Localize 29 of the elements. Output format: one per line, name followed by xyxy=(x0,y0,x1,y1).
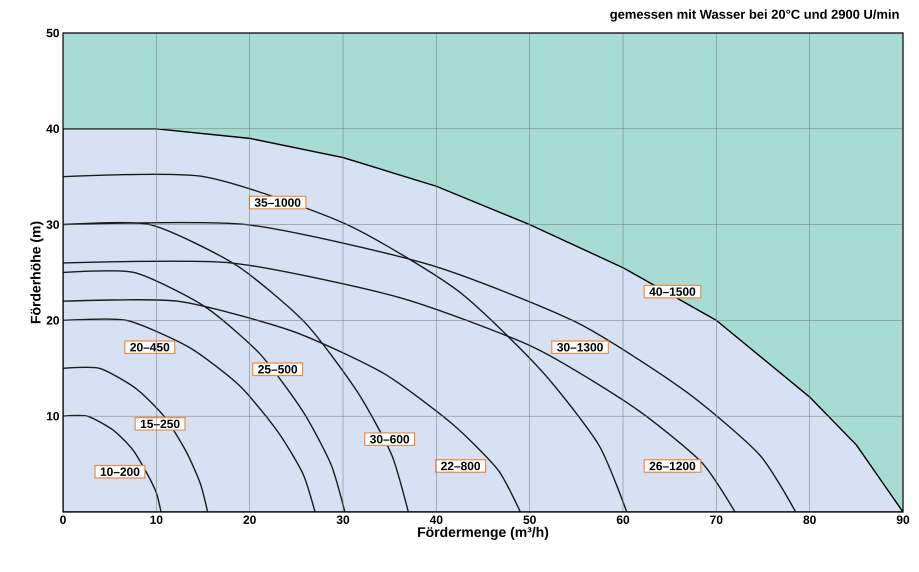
x-tick-label: 20 xyxy=(243,516,256,524)
y-tick-label: 40 xyxy=(46,124,59,134)
series-label: 20–450 xyxy=(130,342,170,352)
y-tick-label: 10 xyxy=(46,412,59,420)
x-tick-label: 30 xyxy=(336,516,350,524)
y-tick-label: 30 xyxy=(46,220,59,229)
line-series xyxy=(63,366,208,512)
chart-title: gemessen mit Wasser bei 20°C und 2900 U/min xyxy=(610,9,899,22)
series-label: 10–200 xyxy=(100,468,140,476)
x-tick-label: 90 xyxy=(896,516,910,524)
series-label: 30–600 xyxy=(370,434,410,444)
series-label: 26–1200 xyxy=(650,462,696,470)
x-tick-label: 0 xyxy=(60,516,66,524)
x-tick-label: 50 xyxy=(523,516,536,524)
series-label: 15–250 xyxy=(140,420,180,428)
series-label: 40–1500 xyxy=(649,287,696,296)
x-tick-label: 10 xyxy=(150,516,162,524)
series-label: 35–1000 xyxy=(254,198,300,207)
y-axis-title: Förderhöhe (m) xyxy=(30,222,44,324)
series-label: 25–500 xyxy=(258,365,298,374)
x-tick-label: 60 xyxy=(616,516,630,524)
y-tick-label: 20 xyxy=(46,316,59,325)
x-tick-label: 80 xyxy=(803,516,816,524)
x-axis-title: Fördermenge (m³/h) xyxy=(418,526,548,540)
x-tick-label: 70 xyxy=(710,516,722,524)
y-tick-label: 50 xyxy=(46,28,59,38)
x-tick-label: 40 xyxy=(430,516,442,524)
series-label: 22–800 xyxy=(441,462,480,470)
series-label: 30–1300 xyxy=(557,342,603,352)
